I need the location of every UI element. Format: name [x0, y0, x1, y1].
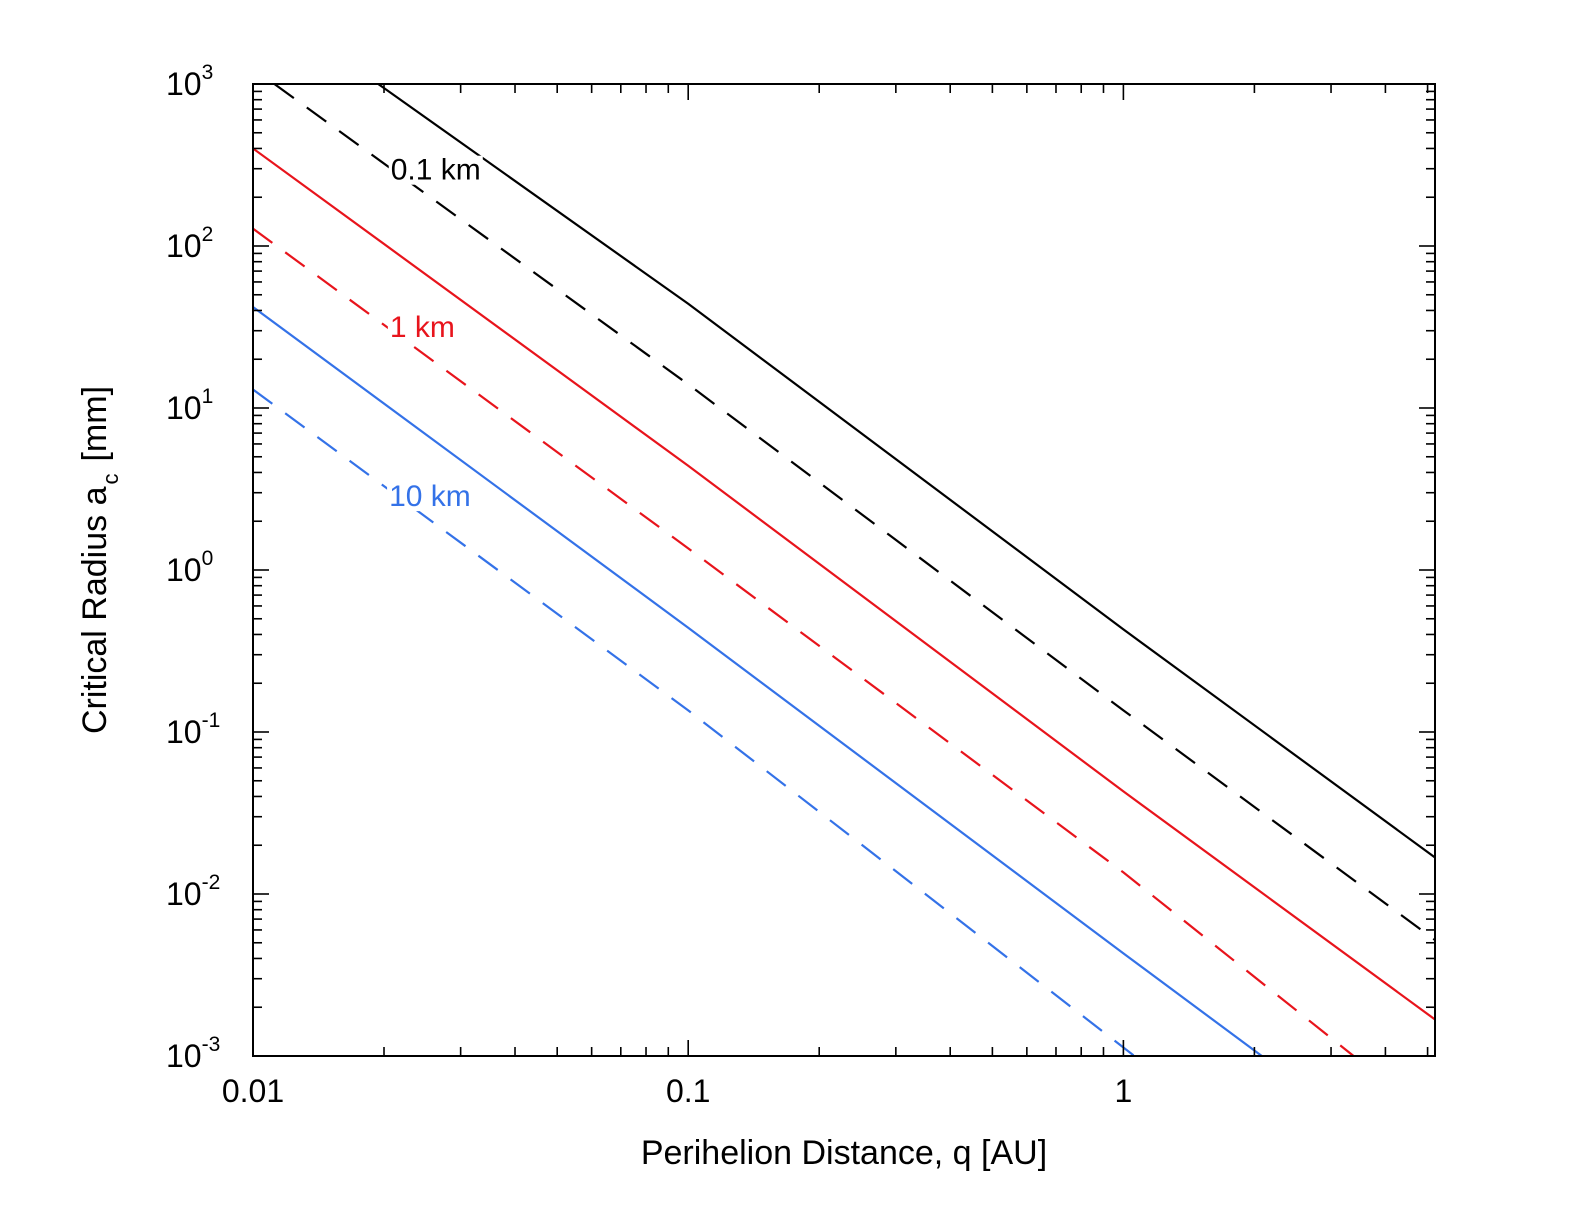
y-tick-label-base: 10	[166, 1038, 202, 1074]
y-tick-label-exponent: 3	[202, 61, 214, 84]
y-tick-label-exponent: 1	[202, 385, 214, 408]
ticks-layer	[252, 83, 1435, 1057]
x-tick-label: 0.01	[222, 1073, 284, 1109]
y-tick-label-base: 10	[166, 66, 202, 102]
y-tick-label: 10-1	[166, 709, 220, 750]
y-tick-label: 10-2	[166, 871, 220, 912]
annotation-label-group: 1 km	[387, 311, 457, 344]
annotation-label: 0.1 km	[391, 154, 481, 187]
y-axis-label-main: Critical Radius a	[76, 486, 114, 734]
annotation-label: 10 km	[389, 480, 471, 513]
series-line-0-1-km-dashed	[273, 84, 1435, 941]
annotation-label-group: 0.1 km	[388, 154, 483, 187]
series-line-0-1-km-solid	[377, 84, 1435, 859]
annotations: 0.1 km 1 km 10 km	[387, 154, 483, 513]
annotation-label-group: 10 km	[387, 480, 473, 513]
plot-frame	[252, 83, 1436, 1057]
y-axis-label-subscript: c	[98, 474, 123, 485]
y-tick-label: 102	[166, 223, 213, 264]
annotation-label-background	[387, 482, 473, 512]
y-tick-label: 10-3	[166, 1033, 220, 1074]
annotation-label-background	[387, 313, 457, 343]
y-tick-label-base: 10	[166, 876, 202, 912]
series-line-10-km-solid	[253, 306, 1263, 1056]
annotation-label: 1 km	[390, 311, 455, 344]
x-tick-labels: 0.01 0.1 1	[222, 1073, 1132, 1109]
y-axis-label-unit: [mm]	[76, 386, 114, 462]
y-tick-label-exponent: -2	[202, 871, 221, 894]
y-tick-label-exponent: 2	[202, 223, 214, 246]
y-tick-label: 100	[166, 547, 213, 588]
y-axis-label: Critical Radius ac [mm]	[76, 386, 123, 734]
y-tick-label: 103	[166, 61, 213, 102]
x-axis-label: Perihelion Distance, q [AU]	[641, 1134, 1047, 1172]
y-tick-label-base: 10	[166, 552, 202, 588]
x-tick-label: 1	[1114, 1073, 1132, 1109]
y-tick-label-exponent: -3	[202, 1033, 221, 1056]
annotation-label-background	[388, 155, 483, 185]
y-tick-label-exponent: 0	[202, 547, 214, 570]
x-tick-label: 0.1	[666, 1073, 710, 1109]
y-tick-label-base: 10	[166, 714, 202, 750]
y-tick-label-exponent: -1	[202, 709, 221, 732]
y-tick-label-base: 10	[166, 390, 202, 426]
series-line-1-km-solid	[253, 147, 1435, 1021]
series-line-1-km-dashed	[253, 227, 1355, 1056]
y-tick-label-base: 10	[166, 228, 202, 264]
y-tick-label: 101	[166, 385, 213, 426]
